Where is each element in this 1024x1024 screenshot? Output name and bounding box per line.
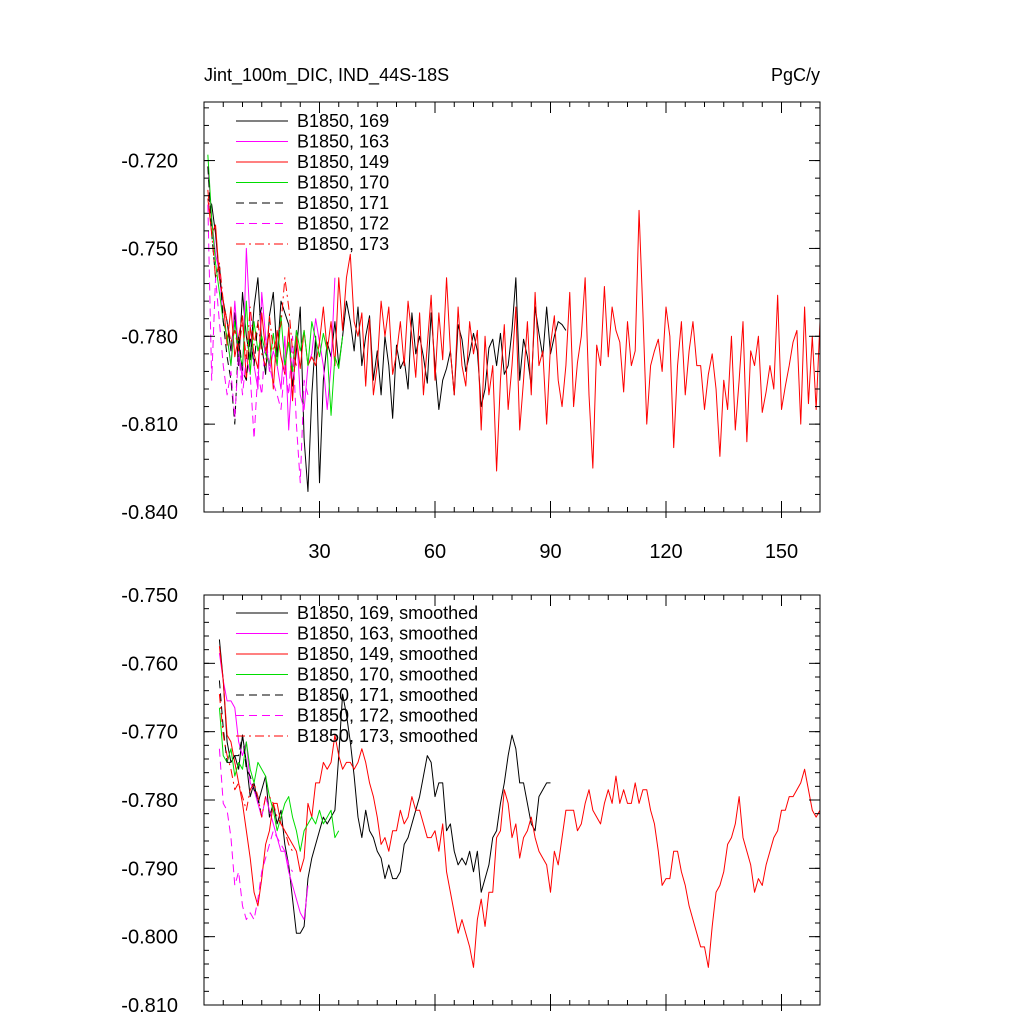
top-series-line-5 xyxy=(207,166,263,425)
bottom-legend-label-1: B1850, 169, smoothed xyxy=(297,603,478,623)
bottom-legend-label-7: B1850, 173, smoothed xyxy=(297,726,478,746)
top-panel-units: PgC/y xyxy=(771,65,820,85)
top-y-tick-label: -0.720 xyxy=(121,151,178,173)
bottom-series-line-7 xyxy=(218,694,293,852)
bottom-legend-label-6: B1850, 172, smoothed xyxy=(297,706,478,726)
bottom-y-tick-label: -0.800 xyxy=(121,927,178,949)
bottom-series-line-1 xyxy=(218,639,551,934)
bottom-legend-label-3: B1850, 149, smoothed xyxy=(297,644,478,664)
bottom-series-line-5 xyxy=(218,680,263,818)
top-panel-title: Jint_100m_DIC, IND_44S-18S xyxy=(204,65,449,86)
bottom-series-line-2 xyxy=(218,653,309,921)
top-legend-label-2: B1850, 163 xyxy=(297,132,389,152)
bottom-series-line-6 xyxy=(218,748,293,921)
top-legend-label-4: B1850, 170 xyxy=(297,173,389,193)
top-legend-label-1: B1850, 169 xyxy=(297,111,389,131)
bottom-axes: -0.750 -0.760 -0.770 -0.780 -0.790 -0.800 -0.8… xyxy=(121,585,821,1017)
top-series-line-7 xyxy=(207,189,297,367)
top-axes: -0.720 -0.750 -0.780 -0.810 -0.840 30 60 90 120 1… xyxy=(121,102,821,563)
bottom-series-line-4 xyxy=(218,707,340,852)
top-x-tick-label: 30 xyxy=(308,541,330,563)
bottom-y-tick-label: -0.810 xyxy=(121,995,178,1017)
top-legend-label-5: B1850, 171 xyxy=(297,193,389,213)
top-series-line-4 xyxy=(207,154,344,416)
bottom-y-tick-label: -0.790 xyxy=(121,858,178,880)
top-y-tick-label: -0.780 xyxy=(121,326,178,348)
top-legend-label-6: B1850, 172 xyxy=(297,214,389,234)
top-plot-area xyxy=(207,154,820,492)
top-x-tick-label: 60 xyxy=(424,541,446,563)
top-legend-label-3: B1850, 149 xyxy=(297,152,389,172)
bottom-y-tick-label: -0.780 xyxy=(121,790,178,812)
bottom-y-tick-label: -0.760 xyxy=(121,653,178,675)
bottom-legend-label-5: B1850, 171, smoothed xyxy=(297,685,478,705)
bottom-series-line-3 xyxy=(218,646,820,968)
top-x-tick-label: 120 xyxy=(649,541,682,563)
top-y-tick-label: -0.750 xyxy=(121,238,178,260)
top-x-tick-label: 90 xyxy=(539,541,561,563)
top-legend-label-7: B1850, 173 xyxy=(297,234,389,254)
bottom-plot-area xyxy=(218,639,820,968)
top-x-tick-label: 150 xyxy=(765,541,798,563)
bottom-legend-label-4: B1850, 170, smoothed xyxy=(297,665,478,685)
top-y-tick-label: -0.810 xyxy=(121,414,178,436)
bottom-legend-label-2: B1850, 163, smoothed xyxy=(297,624,478,644)
top-panel: Jint_100m_DIC, IND_44S-18S PgC/y -0.720-… xyxy=(121,65,821,563)
bottom-y-tick-label: -0.770 xyxy=(121,722,178,744)
bottom-panel: -0.750 -0.760 -0.770 -0.780 -0.790 -0.800 -0.8… xyxy=(121,585,821,1017)
bottom-y-tick-label: -0.750 xyxy=(121,585,178,607)
top-y-tick-label: -0.840 xyxy=(121,502,178,524)
